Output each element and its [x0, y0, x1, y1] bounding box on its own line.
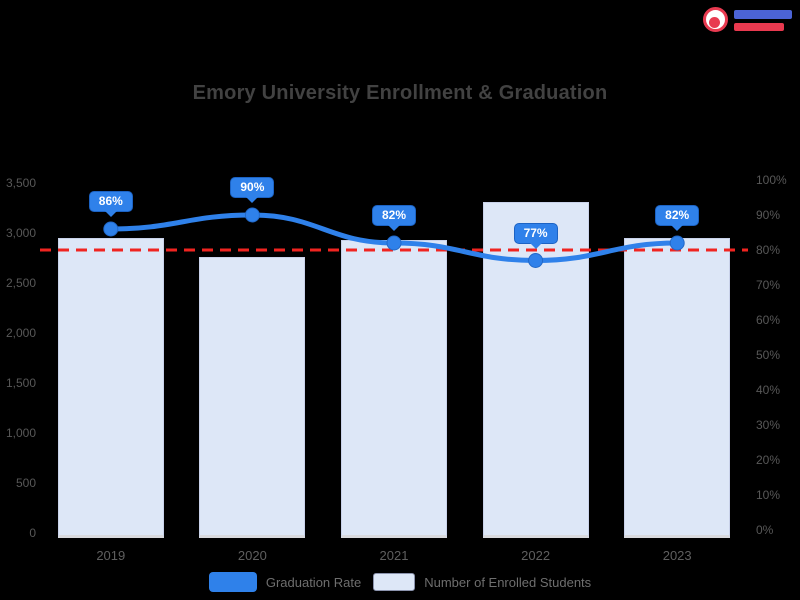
line-point-2022[interactable] — [528, 253, 544, 268]
left-axis-tick: 3,500 — [5, 176, 36, 190]
right-axis-tick: 20% — [756, 453, 781, 467]
x-axis-label-2022: 2022 — [521, 548, 551, 563]
left-axis-tick: 1,500 — [5, 376, 36, 390]
bar-2020[interactable] — [199, 257, 306, 538]
x-axis-label-2020: 2020 — [237, 548, 267, 563]
bar-2021[interactable] — [341, 240, 447, 538]
right-axis-tick: 0% — [756, 523, 774, 537]
x-axis-label-2023: 2023 — [662, 548, 692, 563]
right-axis-tick: 30% — [756, 418, 781, 432]
badge-pointer — [388, 225, 400, 231]
left-axis-tick: 1,000 — [5, 426, 36, 440]
left-axis-tick: 2,500 — [5, 276, 36, 290]
brand-logo-text-line-1 — [734, 10, 792, 19]
chart-title: Emory University Enrollment & Graduation — [192, 82, 608, 104]
badge-pointer — [246, 197, 259, 203]
left-axis-tick: 0 — [29, 526, 36, 540]
brand-logo-icon — [703, 7, 728, 32]
brand-logo[interactable] — [703, 7, 795, 34]
legend-label-bar: Number of Enrolled Students — [424, 574, 592, 590]
right-axis-tick: 60% — [756, 313, 781, 327]
legend-swatch-bar — [373, 573, 416, 591]
legend-label-line: Graduation Rate — [265, 574, 362, 590]
right-axis-tick: 40% — [756, 383, 781, 397]
badge-pointer — [529, 242, 542, 249]
right-axis-tick: 70% — [756, 278, 781, 292]
right-axis-tick: 80% — [756, 243, 781, 257]
right-axis-tick: 90% — [756, 208, 781, 222]
data-label-badge-2022: 77% — [513, 222, 558, 249]
line-point-2021[interactable] — [386, 235, 402, 251]
data-label-badge-2020: 90% — [230, 177, 275, 203]
legend-item-line[interactable]: Graduation Rate — [208, 572, 362, 592]
right-axis-tick: 10% — [756, 488, 781, 502]
line-point-2020[interactable] — [244, 207, 260, 223]
badge-pointer — [104, 211, 117, 217]
legend: Graduation Rate Number of Enrolled Stude… — [0, 572, 800, 592]
badge-pointer — [671, 225, 684, 231]
legend-swatch-line — [208, 572, 257, 592]
data-label-badge-2023: 82% — [655, 205, 700, 231]
data-label-badge-2019: 86% — [88, 191, 133, 217]
line-point-2019[interactable] — [103, 221, 119, 237]
right-axis-tick: 50% — [756, 348, 781, 362]
bar-2023[interactable] — [624, 238, 731, 538]
legend-item-bar[interactable]: Number of Enrolled Students — [373, 573, 591, 591]
brand-logo-text-line-2 — [734, 23, 784, 31]
bar-2019[interactable] — [57, 238, 164, 538]
left-axis-tick: 2,000 — [5, 326, 36, 340]
left-axis-tick: 500 — [15, 476, 36, 490]
data-label-badge-2021: 82% — [372, 205, 416, 231]
line-point-2023[interactable] — [669, 235, 685, 251]
x-axis-label-2019: 2019 — [96, 548, 126, 563]
left-axis-tick: 3,000 — [5, 226, 36, 240]
right-axis-tick: 100% — [756, 173, 787, 187]
x-axis-label-2021: 2021 — [379, 548, 409, 563]
